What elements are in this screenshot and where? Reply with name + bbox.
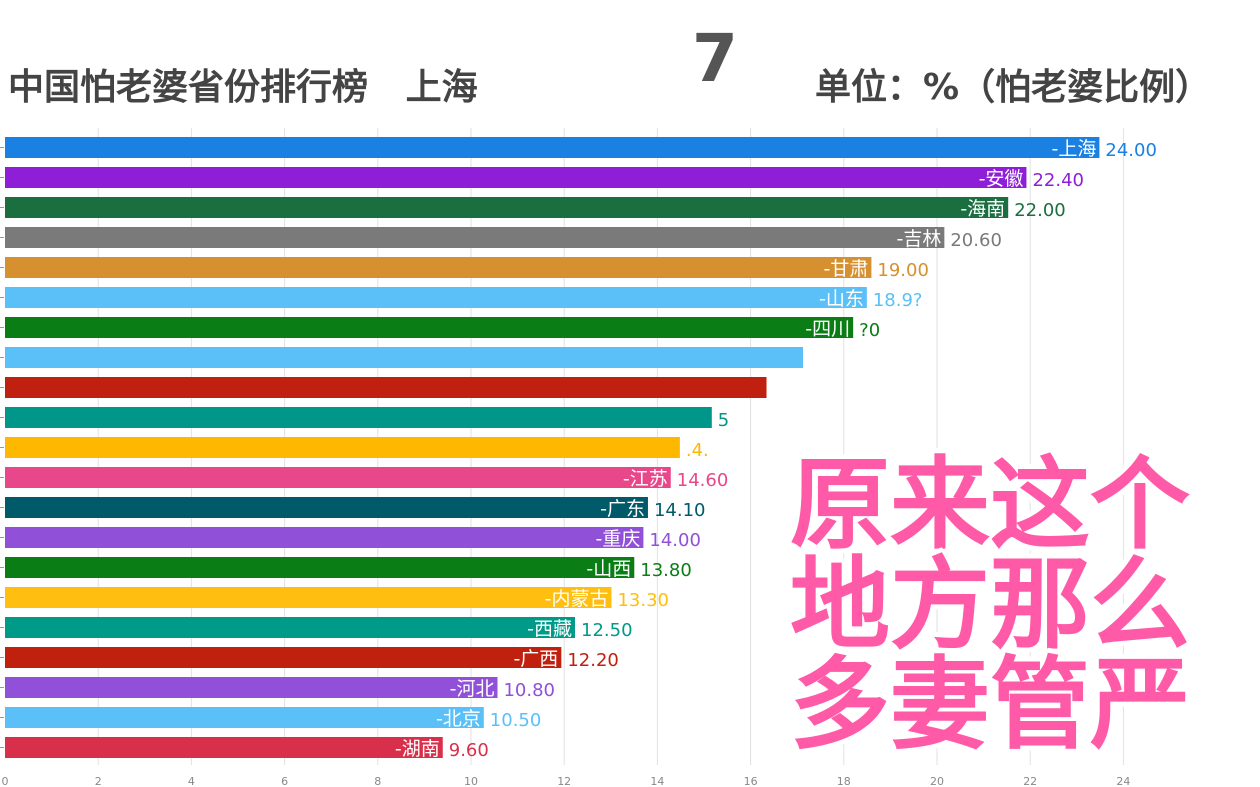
x-tick-label: 6 <box>281 775 288 787</box>
bar-value-label: 19.00 <box>877 260 929 281</box>
x-tick-label: 12 <box>557 775 571 787</box>
x-tick-label: 18 <box>837 775 851 787</box>
bar <box>5 527 644 548</box>
bar-value-label: 13.30 <box>617 590 669 611</box>
x-tick-label: 24 <box>1116 775 1130 787</box>
bar-category-label: -吉林 <box>897 228 942 250</box>
overlay-caption: 原来这个地方那么多妻管严 <box>790 446 1190 763</box>
bar-value-label: 20.60 <box>950 230 1002 251</box>
x-tick-label: 14 <box>650 775 664 787</box>
bar-value-label: ?0 <box>859 320 880 341</box>
bar <box>5 377 767 398</box>
bar-value-label: 10.50 <box>490 710 542 731</box>
bar-category-label: -湖南 <box>395 738 440 760</box>
x-tick-label: 10 <box>464 775 478 787</box>
bar <box>5 617 575 638</box>
x-tick-label: 16 <box>744 775 758 787</box>
bar <box>5 407 712 428</box>
bar-category-label: -广东 <box>600 498 645 520</box>
bar <box>5 707 484 728</box>
bar <box>5 347 803 368</box>
bar-value-label: 22.00 <box>1014 200 1066 221</box>
bar-value-label: 24.00 <box>1105 140 1157 161</box>
x-tick-label: 0 <box>2 775 9 787</box>
bar <box>5 677 498 698</box>
bar-value-label: 14.00 <box>649 530 701 551</box>
unit-label: 单位：%（怕老婆比例） <box>815 67 1212 108</box>
bar-value-label: 14.10 <box>654 500 706 521</box>
x-tick-label: 8 <box>374 775 381 787</box>
bar-value-label: .4. <box>686 440 709 461</box>
bar <box>5 587 612 608</box>
x-tick-label: 4 <box>188 775 195 787</box>
bar <box>5 287 867 308</box>
bar <box>5 437 680 458</box>
bar-value-label: 12.50 <box>581 620 633 641</box>
bar-category-label: -安徽 <box>979 168 1024 190</box>
x-tick-label: 20 <box>930 775 944 787</box>
bar <box>5 257 872 278</box>
bar-value-label: 22.40 <box>1032 170 1084 191</box>
bar <box>5 647 562 668</box>
x-tick-label: 22 <box>1023 775 1037 787</box>
chart-title: 中国怕老婆省份排行榜 上海 <box>8 67 478 108</box>
bar-category-label: -西藏 <box>527 618 572 640</box>
bar-category-label: -北京 <box>436 708 481 730</box>
bar <box>5 167 1027 188</box>
bar <box>5 497 648 518</box>
bar-category-label: -上海 <box>1052 138 1097 160</box>
bar-category-label: -江苏 <box>623 468 668 490</box>
bar-value-label: 10.80 <box>503 680 555 701</box>
bar-category-label: -重庆 <box>596 528 641 550</box>
bar-value-label: 9.60 <box>449 740 489 761</box>
bar-value-label: 18.9? <box>873 290 923 311</box>
bar <box>5 137 1100 158</box>
bar <box>5 317 854 338</box>
bar-value-label: 13.80 <box>640 560 692 581</box>
frame-counter: 7 <box>692 20 738 97</box>
bar <box>5 467 671 488</box>
bar-value-label: 5 <box>718 410 729 431</box>
bar-category-label: -内蒙古 <box>545 588 609 610</box>
bar-value-label: 12.20 <box>567 650 619 671</box>
bar-category-label: -山东 <box>819 288 864 310</box>
bar-category-label: -广西 <box>513 648 558 670</box>
bar <box>5 197 1009 218</box>
bar-category-label: -河北 <box>450 678 495 700</box>
bar <box>5 227 945 248</box>
bar-category-label: -四川 <box>805 318 850 340</box>
x-tick-label: 2 <box>95 775 102 787</box>
bar-category-label: -山西 <box>586 558 631 580</box>
bar <box>5 557 635 578</box>
bar-category-label: -甘肃 <box>824 258 869 280</box>
bar <box>5 737 443 758</box>
bar-category-label: -海南 <box>960 198 1005 220</box>
bar-value-label: 14.60 <box>677 470 729 491</box>
